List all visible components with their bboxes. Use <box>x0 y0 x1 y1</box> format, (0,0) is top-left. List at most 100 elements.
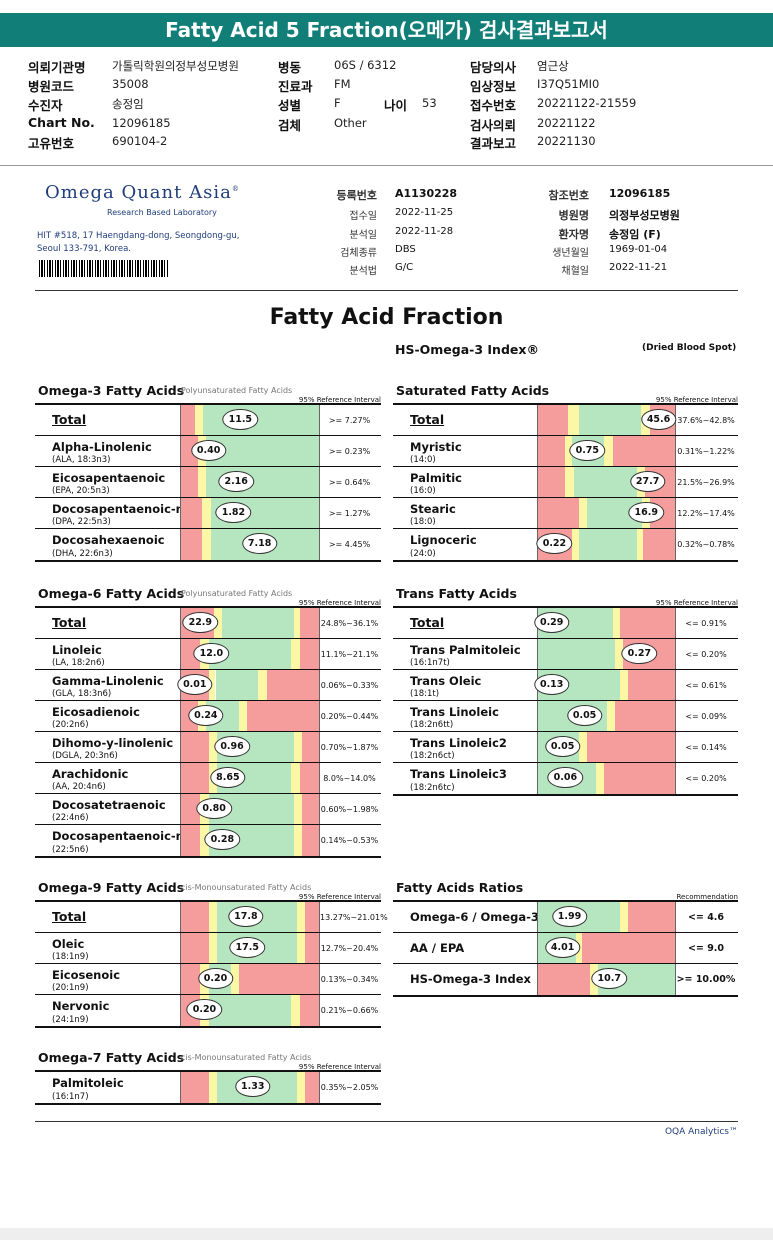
analyte-name: AA / EPA <box>410 941 465 955</box>
analyte-name: Trans Palmitoleic <box>410 643 521 657</box>
analyte-code: (18:0) <box>410 517 436 527</box>
value-bubble: 0.40 <box>190 440 227 461</box>
info-value: 20221122-21559 <box>537 96 637 110</box>
info-value: 53 <box>422 96 437 110</box>
analyte-name: Docosatetraenoic <box>52 798 166 812</box>
range-bar: 17.5 <box>180 933 320 963</box>
reference-range: 0.06%~0.33% <box>320 681 379 690</box>
range-segment <box>296 933 306 963</box>
reference-range: <= 9.0 <box>687 943 725 954</box>
range-segment <box>299 639 319 669</box>
range-segment <box>538 964 591 995</box>
range-segment <box>305 1072 319 1103</box>
reference-header: 95% Reference Interval <box>655 599 738 607</box>
range-segment <box>620 902 629 932</box>
range-segment <box>247 701 319 731</box>
range-segment <box>181 639 201 669</box>
value-bubble: 0.05 <box>566 705 603 726</box>
info-label: 의뢰기관명 <box>28 60 86 75</box>
range-segment <box>181 902 209 932</box>
value-bubble: 0.80 <box>196 798 232 819</box>
range-segment <box>613 436 675 466</box>
range-segment <box>230 964 239 994</box>
result-table: Total 17.8 13.27%~21.01% Oleic (18:1n9) 17.5 1… <box>35 900 388 1028</box>
value-bubble: 8.65 <box>210 767 246 788</box>
range-segment <box>305 933 319 963</box>
range-segment <box>636 529 644 560</box>
value-bubble: 16.9 <box>628 502 664 523</box>
range-bar: 45.6 <box>537 405 677 435</box>
range-segment <box>181 732 209 762</box>
analyte-name: Total <box>52 909 87 924</box>
result-table: Total 0.29 <= 0.91% Trans Palmitoleic (16:1n… <box>393 606 738 796</box>
range-bar: 0.75 <box>537 436 676 466</box>
reference-range: <= 0.20% <box>685 774 727 783</box>
value-bubble: 0.06 <box>547 767 584 788</box>
analyte-code: (LA, 18:2n6) <box>52 658 105 668</box>
result-row: Total 11.5 >= 7.27% <box>35 405 381 436</box>
result-row: Trans Linoleic2 (18:2n6ct) 0.05 <= 0.14% <box>393 732 738 763</box>
range-segment <box>579 732 588 762</box>
analyte-code: (20:1n9) <box>52 983 89 993</box>
result-row: Docosatetraenoic (22:4n6) 0.80 0.60%~1.98% <box>35 794 381 825</box>
value-bubble: 17.5 <box>229 937 265 958</box>
value-bubble: 0.29 <box>533 612 570 633</box>
analyte-name: Total <box>410 412 445 427</box>
dbs-label: (Dried Blood Spot) <box>642 343 737 353</box>
reference-range: <= 0.09% <box>685 712 727 721</box>
section-title: Saturated Fatty Acids <box>396 383 550 398</box>
info-label: 검사의뢰 <box>470 118 517 133</box>
analyte-name: Omega-6 / Omega-3 <box>410 910 539 924</box>
result-table: Palmitoleic (16:1n7) 1.33 0.35%~2.05% <box>35 1070 381 1105</box>
reference-range: 11.1%~21.1% <box>320 650 379 659</box>
header-label: 접수일 <box>349 211 377 222</box>
range-segment <box>181 405 195 435</box>
range-segment <box>291 995 300 1026</box>
section-title: Fatty Acids Ratios <box>396 880 524 895</box>
reference-range: 24.8%~36.1% <box>320 619 379 628</box>
analyte-name: Total <box>52 412 87 427</box>
value-bubble: 1.33 <box>235 1076 271 1097</box>
reference-range: 0.70%~1.87% <box>320 743 379 752</box>
value-bubble: 1.82 <box>215 502 252 523</box>
range-segment <box>296 902 306 932</box>
info-value: 가톨릭학원의정부성모병원 <box>112 59 239 73</box>
range-segment <box>291 763 300 793</box>
range-bar: 7.18 <box>180 529 320 560</box>
analyte-name: Eicosapentaenoic <box>52 471 166 485</box>
range-segment <box>565 467 574 497</box>
analyte-name: Trans Oleic <box>410 674 482 688</box>
result-row: Linoleic (LA, 18:2n6) 12.0 11.1%~21.1% <box>35 639 381 670</box>
range-segment <box>643 529 675 560</box>
range-bar: 10.7 <box>537 964 676 995</box>
range-segment <box>203 405 319 435</box>
reference-header: 95% Reference Interval <box>298 396 381 404</box>
range-segment <box>181 1072 209 1103</box>
info-value: F <box>334 96 341 110</box>
value-bubble: 0.22 <box>536 533 573 554</box>
analyte-name: Palmitoleic <box>52 1076 124 1090</box>
info-value: 06S / 6312 <box>334 58 397 72</box>
range-segment <box>291 639 300 669</box>
section-subtitle: Polyunsaturated Fatty Acids <box>181 589 293 598</box>
range-segment <box>299 608 319 638</box>
reference-range: >= 0.64% <box>328 478 371 487</box>
range-bar: 12.0 <box>180 639 320 669</box>
header-label: 등록번호 <box>336 189 377 202</box>
range-segment <box>194 405 204 435</box>
range-segment <box>294 825 303 856</box>
range-segment <box>181 964 201 994</box>
page-title: Fatty Acid Fraction <box>269 305 504 330</box>
range-segment <box>294 732 303 762</box>
analyte-name: Eicosadienoic <box>52 705 140 719</box>
range-segment <box>181 825 201 856</box>
analyte-name: Nervonic <box>52 999 110 1013</box>
range-bar: 11.5 <box>180 405 320 435</box>
range-segment <box>579 498 588 528</box>
result-row: Docosahexaenoic (DHA, 22:6n3) 7.18 >= 4.45% <box>35 529 381 560</box>
reference-range: 0.21%~0.66% <box>320 1006 379 1015</box>
result-row: Dihomo-y-linolenic (DGLA, 20:3n6) 0.96 0.70… <box>35 732 381 763</box>
section-title: Omega-9 Fatty Acids <box>38 880 185 895</box>
section-title: Omega-6 Fatty Acids <box>38 586 185 601</box>
reference-range: 13.27%~21.01% <box>320 913 388 922</box>
